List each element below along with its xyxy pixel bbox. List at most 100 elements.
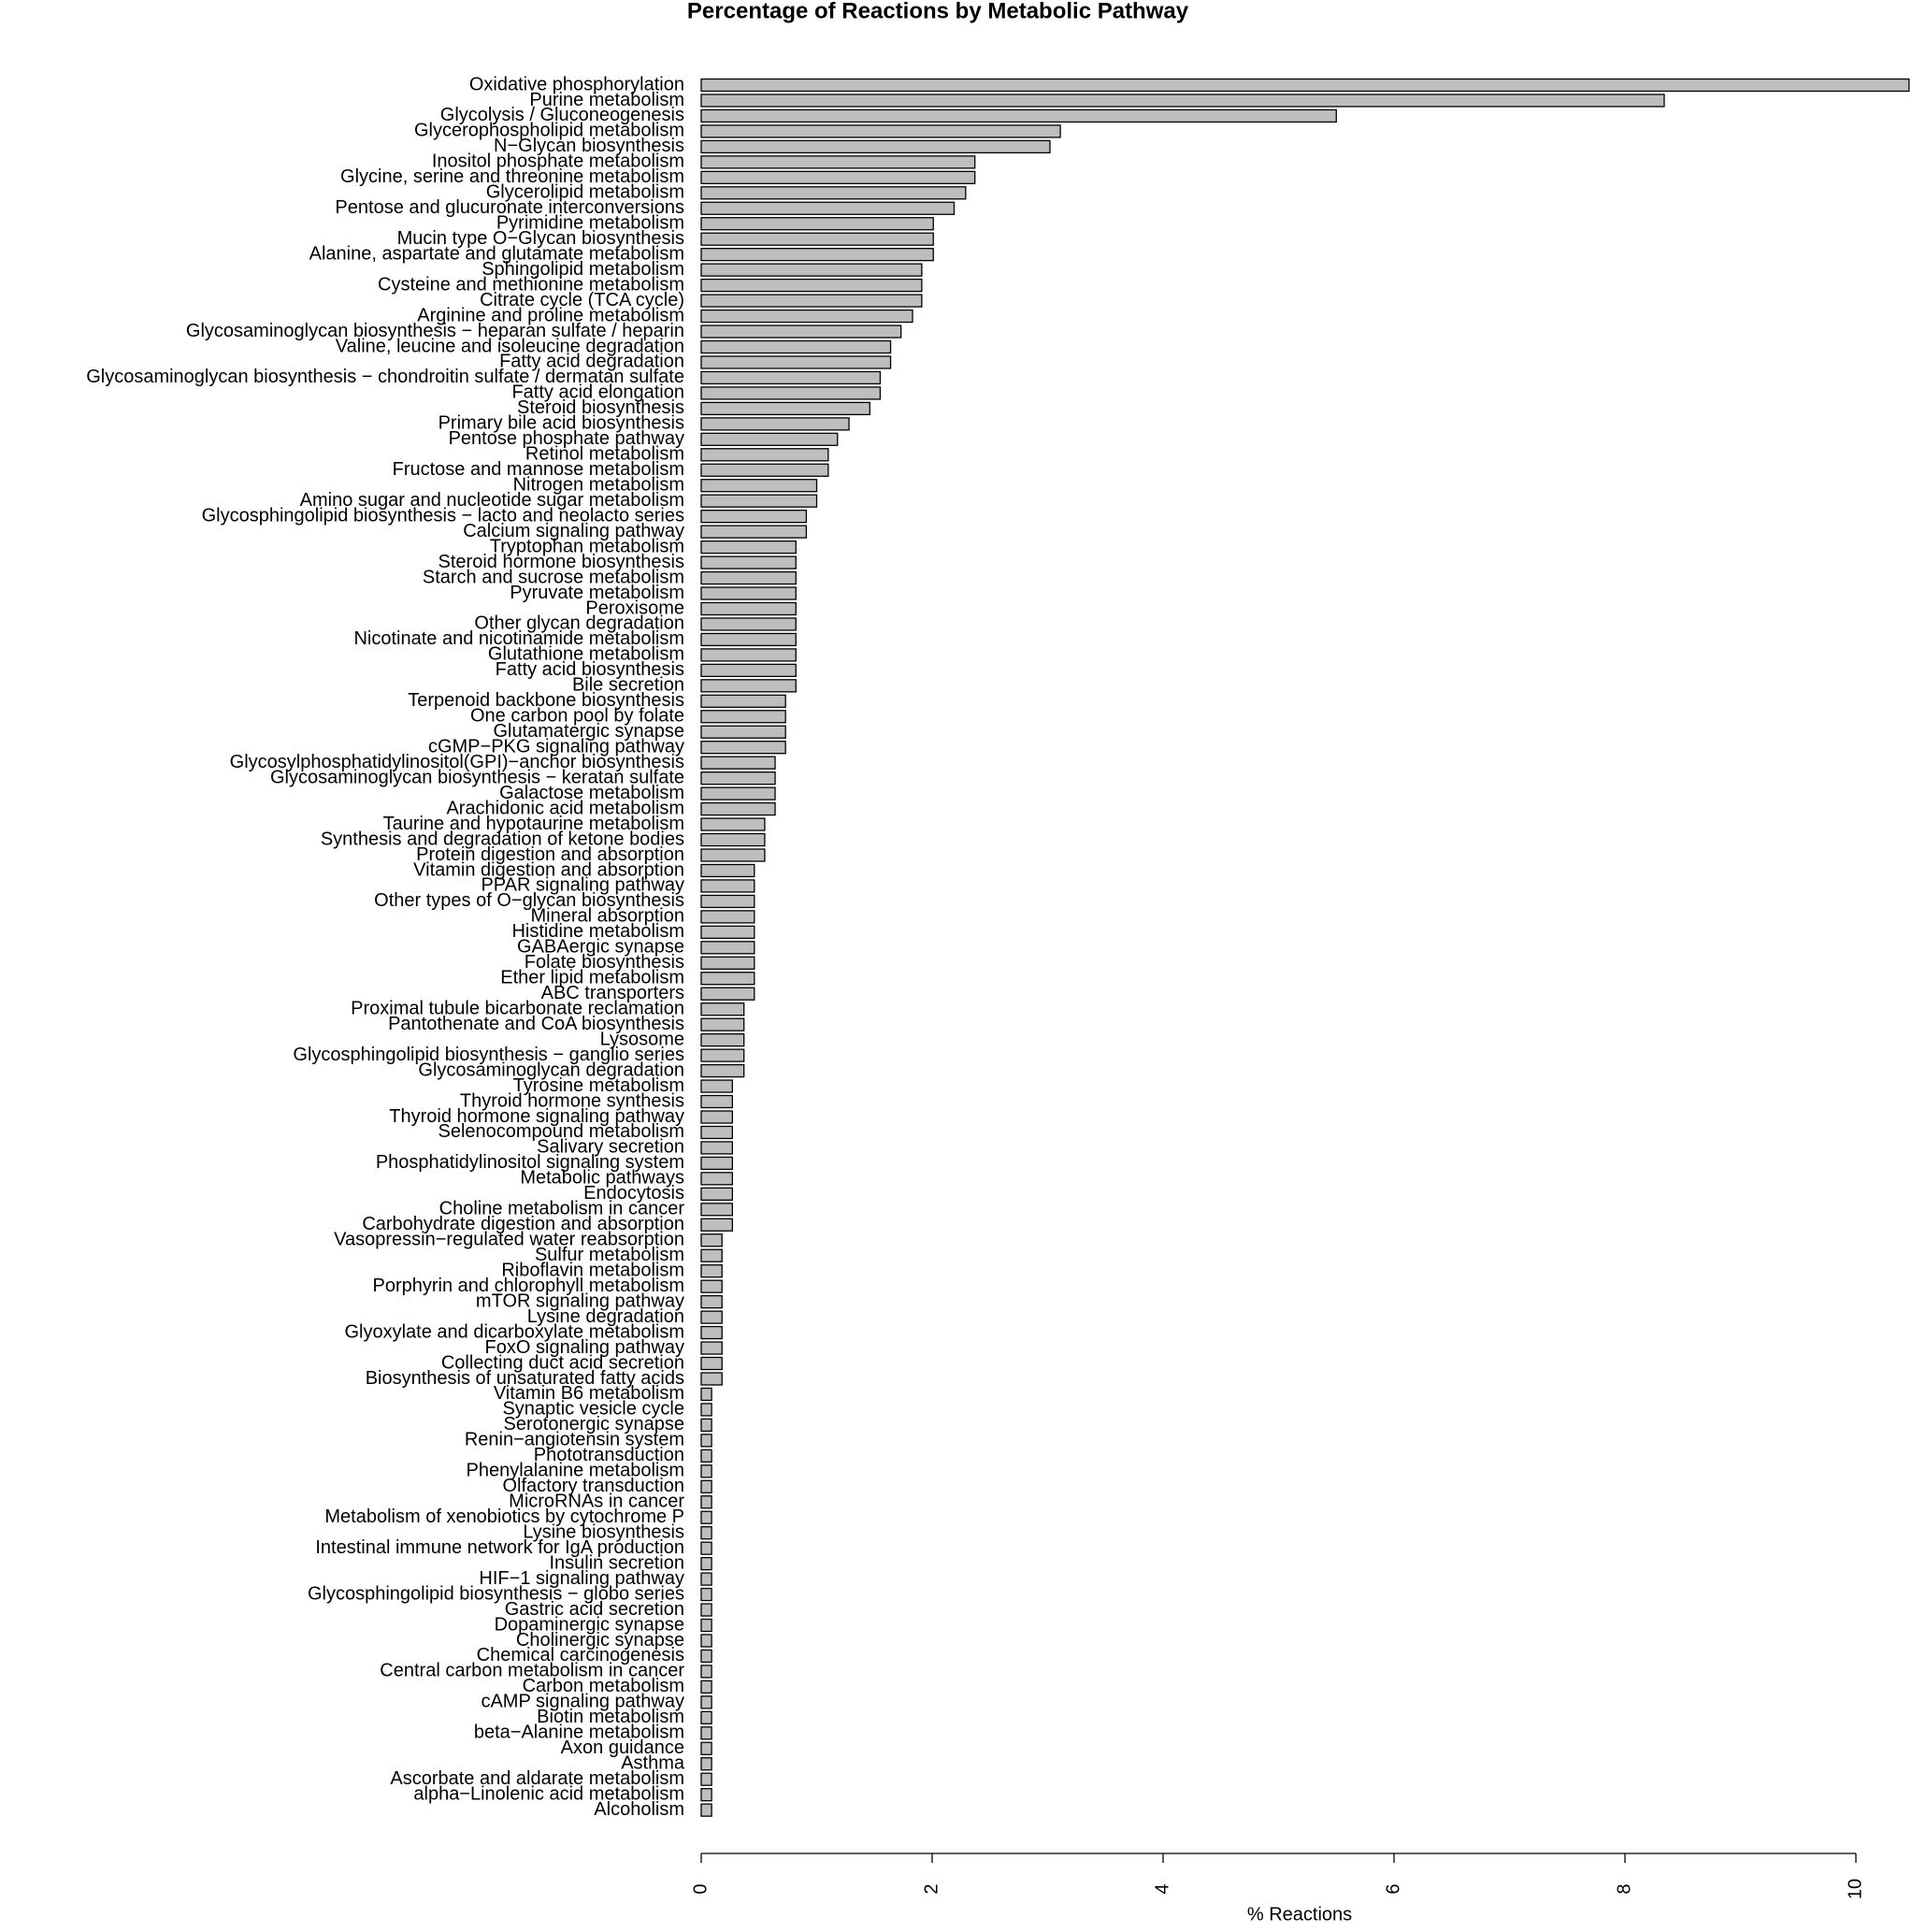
x-axis-label: % Reactions	[1247, 1904, 1352, 1925]
bar	[700, 1741, 712, 1755]
y-tick-label: Peroxisome	[585, 598, 684, 618]
bar	[700, 1556, 712, 1571]
bar	[700, 1726, 712, 1740]
y-tick-label: Glycerolipid metabolism	[486, 182, 684, 203]
bar	[700, 386, 882, 400]
y-tick-label: Taurine and hypotaurine metabolism	[383, 814, 684, 834]
y-tick-label: Glycosphingolipid biosynthesis − globo s…	[308, 1583, 684, 1604]
bar	[700, 817, 766, 831]
y-tick-label: Vitamin B6 metabolism	[494, 1383, 684, 1404]
bar	[700, 124, 1061, 138]
y-tick-label: beta−Alanine metabolism	[474, 1723, 684, 1743]
y-tick-label: Metabolic pathways	[520, 1168, 684, 1189]
y-tick-label: N−Glycan biosynthesis	[494, 136, 684, 156]
y-tick-label: Glycosphingolipid biosynthesis − lacto a…	[202, 505, 684, 526]
bar	[700, 1110, 733, 1124]
bar	[700, 586, 797, 600]
bar	[700, 863, 755, 878]
bar	[700, 848, 766, 862]
y-tick-label: Glycosphingolipid biosynthesis − ganglio…	[293, 1045, 684, 1065]
bar	[700, 925, 755, 939]
bar	[700, 555, 797, 570]
y-tick-label: Calcium signaling pathway	[463, 521, 684, 541]
bar	[700, 725, 786, 739]
y-tick-label: mTOR signaling pathway	[476, 1290, 684, 1311]
bar	[700, 1618, 712, 1633]
y-tick-label: Synaptic vesicle cycle	[502, 1399, 684, 1420]
y-tick-label: Folate biosynthesis	[525, 952, 684, 973]
bar	[700, 186, 967, 200]
y-tick-label: Ether lipid metabolism	[500, 968, 684, 988]
bar	[700, 1449, 712, 1463]
y-tick-label: Lysosome	[600, 1029, 684, 1049]
y-tick-label: Selenocompound metabolism	[438, 1121, 685, 1142]
bar	[700, 1434, 712, 1448]
y-tick-label: Biotin metabolism	[537, 1707, 684, 1727]
bar	[700, 1372, 723, 1386]
bar	[700, 1464, 712, 1478]
y-tick-label: Fatty acid elongation	[511, 382, 684, 403]
bar	[700, 139, 1051, 154]
y-tick-label: Glycerophospholipid metabolism	[414, 121, 684, 141]
y-tick-label: Thyroid hormone signaling pathway	[389, 1106, 684, 1127]
bar	[700, 294, 923, 308]
bar	[700, 1048, 745, 1062]
bar	[700, 78, 1910, 93]
y-tick-label: Olfactory transduction	[502, 1476, 684, 1496]
bar	[700, 894, 755, 909]
bar	[700, 956, 755, 970]
bar	[700, 1294, 723, 1309]
y-tick-label: HIF−1 signaling pathway	[479, 1568, 684, 1589]
y-tick-label: Other types of O−glycan biosynthesis	[374, 890, 684, 911]
bar	[700, 401, 870, 416]
bar	[700, 1526, 712, 1540]
bar	[700, 1803, 712, 1817]
y-tick-label: Arachidonic acid metabolism	[446, 798, 684, 818]
bar	[700, 248, 934, 262]
bar	[700, 832, 766, 847]
x-tick-label: 6	[1383, 1883, 1403, 1894]
bar	[700, 1403, 712, 1417]
bar	[700, 1356, 723, 1371]
bar	[700, 663, 797, 678]
y-tick-label: ABC transporters	[541, 983, 684, 1003]
bar	[700, 1063, 745, 1078]
bar	[700, 1017, 745, 1031]
y-tick-label: Glycine, serine and threonine metabolism	[340, 166, 684, 187]
y-tick-label: Axon guidance	[561, 1737, 684, 1758]
y-tick-label: alpha−Linolenic acid metabolism	[413, 1783, 684, 1804]
y-tick-label: Fructose and mannose metabolism	[393, 459, 684, 480]
y-tick-label: Nicotinate and nicotinamide metabolism	[353, 628, 684, 649]
y-tick-label: Tyrosine metabolism	[513, 1075, 684, 1096]
y-tick-label: cAMP signaling pathway	[481, 1692, 684, 1712]
y-tick-label: Proximal tubule bicarbonate reclamation	[351, 998, 684, 1018]
y-tick-label: Glycolysis / Gluconeogenesis	[440, 105, 684, 125]
bar	[700, 1541, 712, 1555]
bar	[700, 910, 755, 924]
y-tick-label: Glutamatergic synapse	[493, 721, 684, 742]
bar	[700, 1141, 733, 1155]
y-tick-label: Fatty acid biosynthesis	[496, 659, 684, 680]
chart-title: Percentage of Reactions by Metabolic Pat…	[687, 0, 1189, 23]
y-tick-label: Lysine biosynthesis	[523, 1521, 684, 1542]
bar	[700, 1002, 745, 1016]
y-tick-label: Fatty acid degradation	[499, 352, 684, 372]
y-tick-label: Phosphatidylinositol signaling system	[376, 1152, 684, 1173]
bar	[700, 355, 892, 369]
y-tick-label: Glycosaminoglycan biosynthesis − keratan…	[270, 767, 684, 787]
y-tick-label: Central carbon metabolism in cancer	[380, 1661, 684, 1681]
y-tick-label: Thyroid hormone synthesis	[460, 1090, 684, 1111]
y-tick-label: Glycosaminoglycan degradation	[418, 1060, 684, 1080]
bar	[700, 1603, 712, 1617]
y-tick-label: Oxidative phosphorylation	[469, 74, 684, 94]
bar	[700, 1341, 723, 1355]
y-tick-label: Intestinal immune network for IgA produc…	[315, 1537, 684, 1558]
y-tick-label: Insulin secretion	[549, 1552, 684, 1573]
y-tick-label: Arginine and proline metabolism	[417, 305, 684, 325]
bar	[700, 1172, 733, 1186]
y-tick-label: Porphyrin and chlorophyll metabolism	[373, 1276, 685, 1296]
bar	[700, 1572, 712, 1586]
bar	[700, 801, 776, 816]
bar	[700, 1665, 712, 1679]
y-tick-label: Nitrogen metabolism	[513, 475, 684, 496]
